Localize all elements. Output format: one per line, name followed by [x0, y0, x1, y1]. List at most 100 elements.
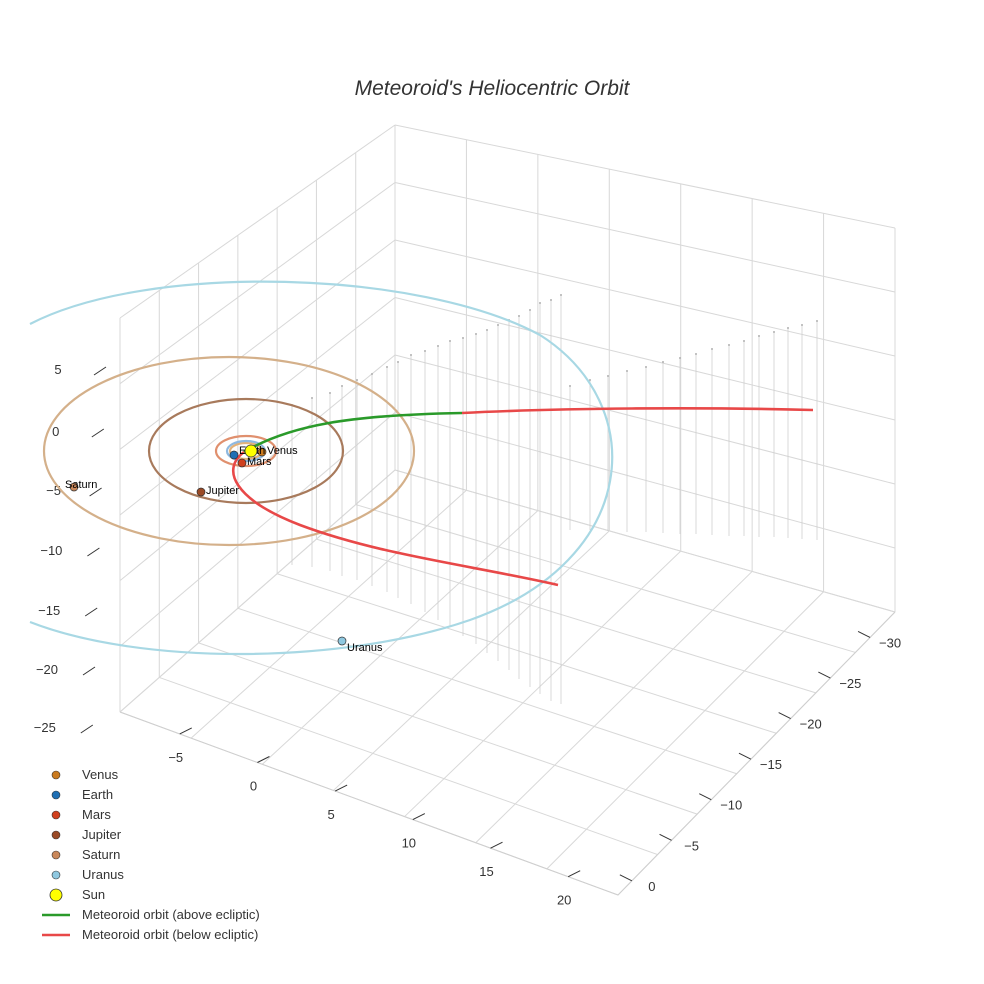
z-axis-tick-mark	[91, 428, 105, 438]
mars-marker	[237, 458, 247, 468]
legend-label: Meteoroid orbit (above ecliptic)	[82, 907, 260, 922]
floor-edge	[119, 611, 896, 896]
left-wall-grid-line	[119, 354, 396, 582]
meteoroid-sample-point	[475, 333, 477, 335]
y-axis-tick-mark	[738, 752, 752, 760]
meteoroid-below-ecliptic-line	[461, 407, 814, 415]
meteoroid-sample-point	[497, 324, 499, 326]
meteoroid-sample-point	[787, 327, 789, 329]
meteoroid-sample-point	[356, 379, 358, 381]
legend-label: Mars	[82, 807, 111, 822]
uranus-label: Uranus	[347, 642, 383, 654]
meteoroid-sample-point	[645, 366, 647, 368]
left-wall-grid-line	[119, 182, 396, 385]
meteoroid-sample-point	[539, 302, 541, 304]
left-wall-grid-line	[119, 297, 396, 516]
meteoroid-sample-point	[607, 375, 609, 377]
x-axis-tick-mark	[257, 756, 270, 763]
z-axis-tick-label: −20	[36, 662, 58, 677]
legend-label: Uranus	[82, 867, 124, 882]
jupiter-label: Jupiter	[206, 485, 239, 497]
x-axis-tick-label: 10	[402, 836, 416, 851]
meteoroid-sample-point	[679, 357, 681, 359]
floor-grid-line	[261, 510, 539, 765]
z-axis-tick-mark	[89, 487, 102, 497]
y-axis-tick-label: −20	[800, 717, 822, 732]
y-axis-tick-mark	[778, 712, 791, 720]
legend-label: Jupiter	[82, 827, 122, 842]
legend-swatch-marker	[51, 870, 61, 880]
y-axis-tick-mark	[619, 874, 633, 882]
floor-grid-line	[316, 538, 817, 694]
meteoroid-sample-point	[728, 344, 730, 346]
meteoroid-sample-point	[695, 353, 697, 355]
z-axis-tick-mark	[87, 547, 100, 557]
meteoroid-sample-point	[486, 329, 488, 331]
back-wall-grid-line	[394, 412, 896, 549]
legend-label: Sun	[82, 887, 105, 902]
left-wall-grid-line	[119, 124, 396, 319]
meteoroid-sample-point	[371, 373, 373, 375]
floor-grid-line	[546, 591, 824, 870]
y-axis-tick-mark	[818, 671, 831, 679]
left-wall-grid-line	[119, 469, 396, 713]
x-axis-tick-label: 0	[250, 779, 257, 794]
mars-label: Mars	[247, 456, 272, 468]
y-axis-tick-label: −25	[839, 676, 861, 691]
x-axis-tick-mark	[412, 813, 426, 821]
floor-grid-line	[355, 504, 856, 653]
meteoroid-sample-point	[560, 294, 562, 296]
venus-marker	[257, 447, 267, 457]
z-axis-tick-label: −10	[40, 543, 62, 558]
meteoroid-sample-point	[518, 315, 520, 317]
floor-grid-line	[198, 642, 698, 815]
x-axis-tick-mark	[567, 870, 581, 878]
z-axis-tick-label: −5	[46, 483, 61, 498]
uranus-marker	[337, 636, 347, 646]
x-axis-tick-mark	[179, 727, 192, 735]
venus-label: Venus	[267, 445, 298, 457]
meteoroid-sample-point	[386, 366, 388, 368]
z-axis-tick-label: 5	[54, 362, 61, 377]
meteoroid-sample-point	[437, 345, 439, 347]
meteoroid-sample-point	[711, 348, 713, 350]
floor-grid-line	[159, 676, 658, 856]
meteoroid-sample-point	[329, 392, 331, 394]
x-axis-tick-label: 5	[328, 807, 335, 822]
saturn-label: Saturn	[65, 479, 97, 491]
earth-marker	[229, 450, 239, 460]
y-axis-tick-mark	[659, 833, 672, 841]
legend-swatch-marker	[51, 830, 61, 840]
meteoroid-sample-point	[424, 350, 426, 352]
meteoroid-sample-point	[410, 354, 412, 356]
y-axis-tick-label: −10	[720, 798, 742, 813]
legend-label: Meteoroid orbit (below ecliptic)	[82, 927, 258, 942]
floor-grid-line	[190, 489, 467, 739]
x-axis-tick-label: −5	[168, 750, 183, 765]
meteoroid-sample-point	[449, 340, 451, 342]
floor-grid-line	[276, 573, 777, 734]
axis-grid	[119, 124, 896, 896]
z-axis-tick-mark	[84, 607, 98, 617]
x-axis-tick-mark	[334, 784, 348, 792]
z-axis-tick-label: −15	[38, 603, 60, 618]
x-axis-tick-label: 20	[557, 893, 571, 908]
legend-label: Saturn	[82, 847, 120, 862]
meteoroid-sample-point	[773, 331, 775, 333]
sun-marker	[244, 444, 258, 458]
meteoroid-sample-point	[550, 299, 552, 301]
z-axis-tick-label: −25	[34, 720, 56, 735]
meteoroid-sample-point	[529, 309, 531, 311]
meteoroid-sample-point	[589, 379, 591, 381]
left-wall-grid-line	[119, 239, 396, 450]
y-axis-tick-label: −30	[879, 635, 901, 650]
y-axis-tick-label: 0	[648, 879, 655, 894]
saturn-orbit	[42, 355, 416, 547]
legend-swatch-marker	[51, 770, 61, 780]
back-wall-grid-line	[394, 354, 896, 485]
planet-orbits	[29, 280, 614, 656]
left-wall-grid-line	[119, 412, 396, 647]
x-axis-tick-mark	[490, 841, 503, 849]
z-axis-tick-mark	[80, 724, 94, 734]
meteoroid-sample-point	[662, 361, 664, 363]
